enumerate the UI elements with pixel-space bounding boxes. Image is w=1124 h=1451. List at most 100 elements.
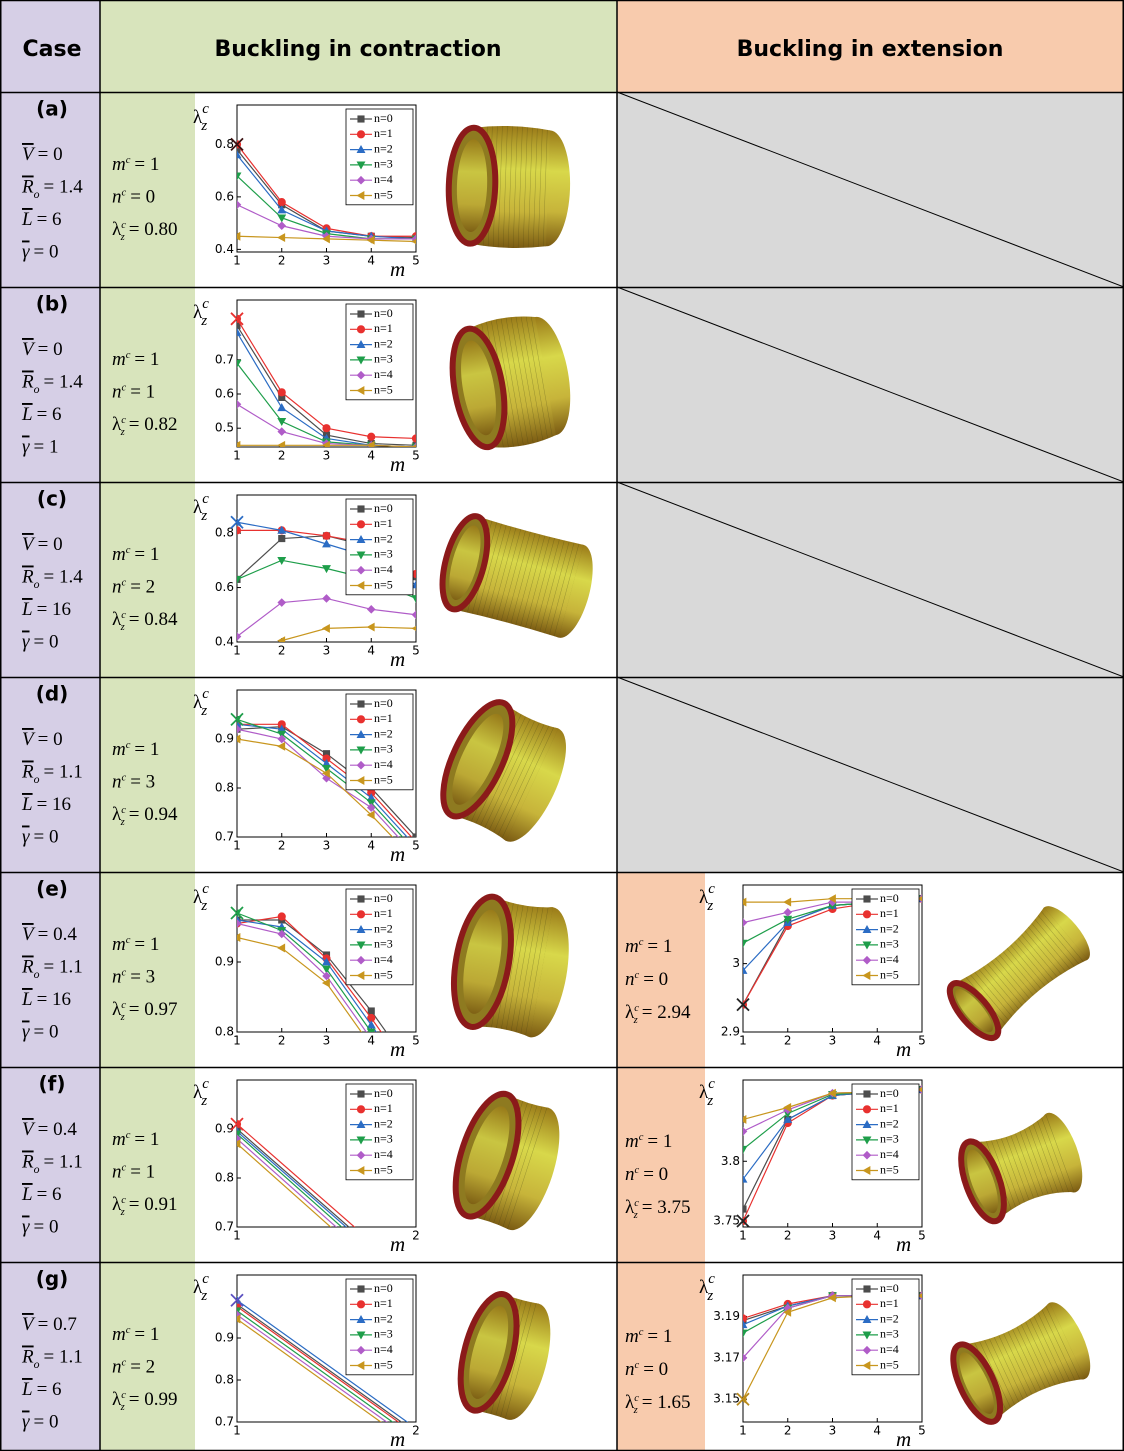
symbol: L [21,1184,33,1205]
superscript: c [635,1360,640,1371]
symbol: n [112,382,122,403]
legend-label: n=1 [374,126,393,140]
x-tick-label: 5 [412,449,420,463]
x-tick-label: 2 [412,1229,420,1243]
relation: = 1.1 [44,1152,83,1173]
critical-param: nc= 0 [625,1164,668,1185]
x-axis-label: m [896,1232,911,1256]
legend-label: n=4 [374,757,393,771]
symbol: m [625,936,639,957]
symbol: γ [22,1217,30,1238]
x-tick-label: 5 [918,1229,926,1243]
critical-param: mc= 1 [112,154,159,175]
shape-illustration [445,892,578,1041]
subscript: z [200,1093,207,1109]
x-tick-label: 5 [412,644,420,658]
x-tick-label: 2 [278,644,286,658]
relation: = 16 [37,599,71,620]
x-tick-label: 3 [323,449,331,463]
x-tick-label: 4 [367,449,375,463]
x-tick-label: 1 [233,1229,241,1243]
relation: = 0 [34,1412,59,1433]
subscript: z [120,1207,125,1218]
x-tick-label: 5 [412,839,420,853]
case-param: V= 0.4 [22,924,77,945]
x-tick-label: 2 [278,1034,286,1048]
x-axis-label: m [390,842,405,866]
superscript: c [202,881,209,897]
legend-marker [864,1286,870,1292]
y-tick-label: 3.8 [721,1154,740,1168]
case-param: γ= 0 [22,1217,58,1238]
relation: = 1 [134,1324,159,1345]
relation: = 0 [34,1217,59,1238]
y-tick-label: 3.17 [713,1350,740,1364]
y-tick-label: 0.9 [215,1122,234,1136]
legend-marker [357,521,364,528]
x-tick-label: 1 [233,1424,241,1438]
relation: = 6 [37,209,62,230]
superscript: c [121,1000,126,1011]
relation: = 1 [134,544,159,565]
subscript: z [706,1093,713,1109]
relation: = 1 [647,1131,672,1152]
symbol: m [112,739,126,760]
case-param: L= 16 [21,989,71,1010]
relation: = 0 [643,1164,668,1185]
superscript: c [202,101,209,117]
y-tick-label: 0.4 [215,635,234,649]
legend-marker [357,911,364,918]
y-tick-label: 0.8 [215,781,234,795]
legend-label: n=4 [880,1147,899,1161]
case-param: Ro= 1.1 [21,1347,83,1372]
subscript: o [34,578,40,591]
legend-marker [863,911,870,918]
case-label: (c) [37,487,67,511]
symbol: m [625,1326,639,1347]
relation: = 0 [34,242,59,263]
relation: = 1 [134,1129,159,1150]
superscript: c [634,1003,639,1014]
relation: = 0.99 [129,1389,178,1410]
case-param: Ro= 1.4 [21,567,83,592]
chart: 3.753.812345mn=0n=1n=2n=3n=4n=5 [713,1080,926,1256]
legend-marker [864,1091,870,1097]
case-param: V= 0 [22,534,63,555]
superscript: c [121,1195,126,1206]
subscript: z [633,1405,638,1416]
subscript: o [34,1358,40,1371]
subscript: z [633,1210,638,1221]
symbol: γ [22,242,30,263]
subscript: o [34,773,40,786]
symbol: γ [22,827,30,848]
x-tick-label: 1 [739,1229,747,1243]
legend-label: n=3 [880,1327,899,1341]
relation: = 2 [130,577,155,598]
superscript: c [126,740,131,751]
case-label: (d) [36,682,69,706]
extension-params-cell [617,1262,705,1451]
legend-label: n=4 [880,952,899,966]
legend-label: n=0 [374,1281,393,1295]
critical-param: mc= 1 [625,1131,672,1152]
case-param: γ= 0 [22,1412,58,1433]
legend-label: n=0 [880,1281,899,1295]
symbol: m [112,1324,126,1345]
symbol: R [21,762,34,783]
superscript: c [126,1325,131,1336]
superscript: c [202,686,209,702]
legend-label: n=5 [374,1162,393,1176]
legend-label: n=5 [374,187,393,201]
legend-label: n=2 [374,141,393,155]
legend-label: n=1 [374,711,393,725]
case-param: V= 0 [22,339,63,360]
critical-param: mc= 1 [112,349,159,370]
x-axis-label: m [390,257,405,281]
superscript: c [122,382,127,393]
marker [412,853,419,860]
relation: = 6 [37,1379,62,1400]
x-axis-label: m [390,1232,405,1256]
legend-label: n=4 [374,1147,393,1161]
subscript: z [200,118,207,134]
case-param: Ro= 1.1 [21,957,83,982]
